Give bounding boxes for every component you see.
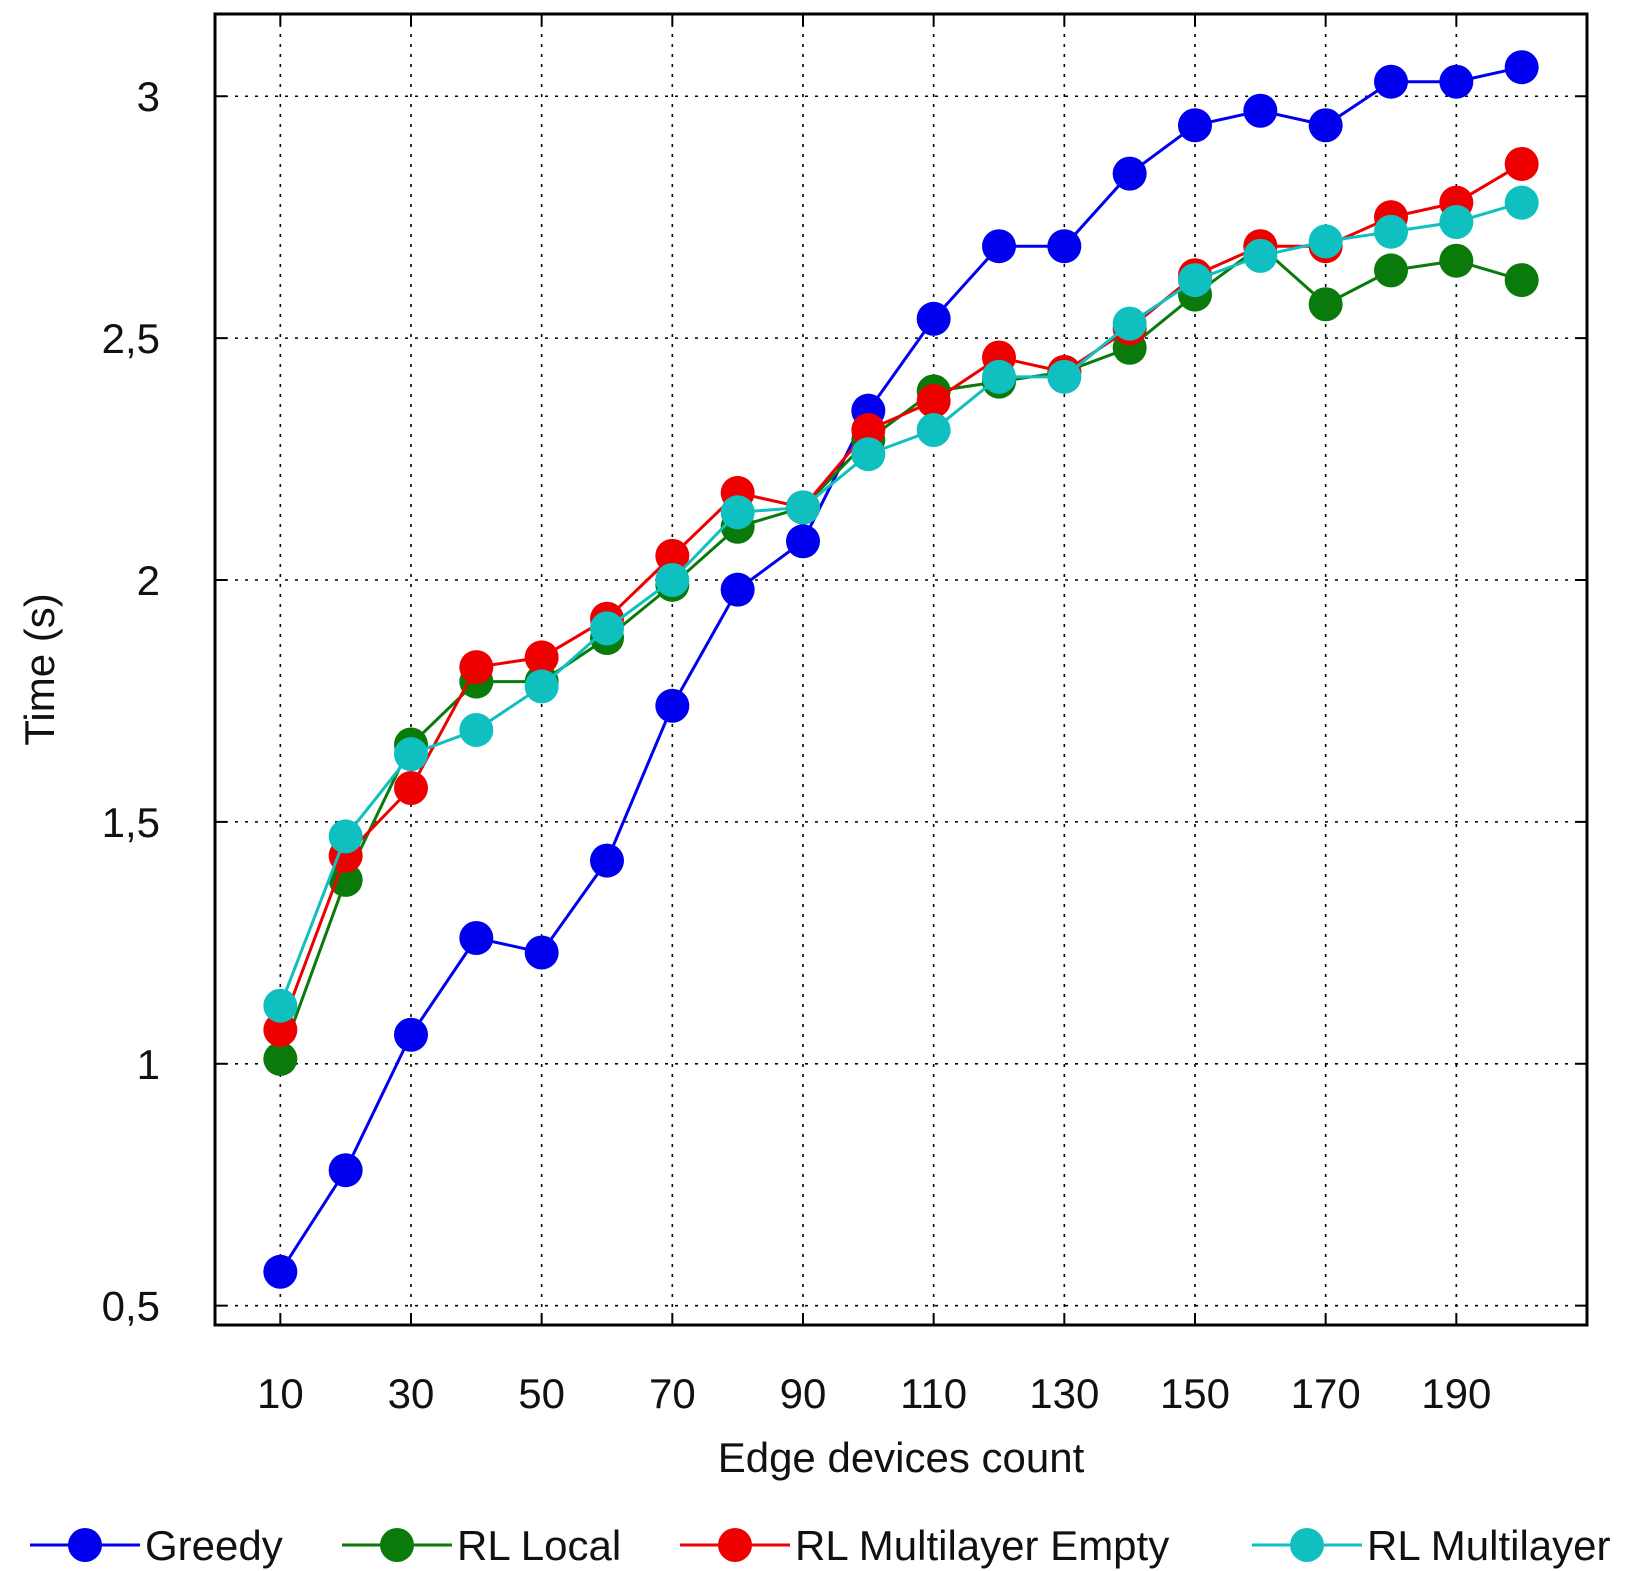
data-point-greedy bbox=[459, 920, 494, 955]
legend-marker-rl-multilayer bbox=[1290, 1528, 1324, 1562]
data-point-greedy bbox=[786, 524, 820, 559]
data-point-greedy bbox=[1178, 108, 1212, 143]
y-tick-label: 2,5 bbox=[102, 315, 160, 362]
data-point-rl-multilayer bbox=[263, 988, 298, 1023]
x-tick-label: 110 bbox=[900, 1370, 967, 1417]
y-tick-label: 1 bbox=[137, 1041, 160, 1088]
legend-item-rl-local: RL Local bbox=[342, 1522, 621, 1569]
x-tick-label: 190 bbox=[1421, 1370, 1491, 1417]
data-point-greedy bbox=[1504, 50, 1539, 85]
data-point-rl-multilayer-empty bbox=[263, 1012, 298, 1047]
data-point-greedy bbox=[916, 301, 951, 336]
legend-item-rl-multilayer-empty: RL Multilayer Empty bbox=[680, 1522, 1169, 1569]
x-tick-label: 130 bbox=[1029, 1370, 1099, 1417]
data-point-greedy bbox=[720, 572, 755, 607]
data-point-rl-multilayer bbox=[394, 737, 428, 772]
data-point-greedy bbox=[590, 843, 624, 878]
y-tick-label: 1,5 bbox=[102, 799, 160, 846]
data-point-rl-multilayer bbox=[1047, 359, 1082, 394]
data-point-rl-local bbox=[263, 1041, 298, 1076]
series-greedy bbox=[263, 50, 1539, 1289]
axis-ticks bbox=[215, 14, 1587, 1325]
y-tick-label: 0,5 bbox=[102, 1283, 160, 1330]
data-point-rl-multilayer bbox=[524, 669, 559, 704]
data-point-rl-local bbox=[1439, 243, 1474, 278]
data-point-rl-multilayer bbox=[590, 611, 624, 646]
legend-label-rl-multilayer-empty: RL Multilayer Empty bbox=[795, 1522, 1169, 1569]
data-point-greedy bbox=[263, 1254, 298, 1289]
data-point-greedy bbox=[1374, 64, 1408, 99]
data-point-greedy bbox=[1308, 108, 1343, 143]
data-point-greedy bbox=[524, 935, 559, 970]
data-point-greedy bbox=[394, 1017, 428, 1052]
data-point-rl-multilayer bbox=[786, 490, 820, 525]
series-layer bbox=[263, 50, 1539, 1289]
data-point-greedy bbox=[655, 688, 690, 723]
data-point-rl-multilayer bbox=[916, 413, 951, 448]
data-point-rl-multilayer bbox=[1308, 224, 1343, 259]
data-point-rl-local bbox=[328, 862, 363, 897]
plot-frame bbox=[213, 12, 1589, 1327]
data-point-greedy bbox=[1047, 229, 1082, 264]
grid bbox=[215, 14, 1587, 1325]
data-point-rl-local bbox=[1308, 287, 1343, 322]
data-point-rl-multilayer-empty bbox=[916, 384, 951, 419]
data-point-rl-multilayer bbox=[1504, 185, 1539, 220]
data-point-rl-multilayer bbox=[982, 359, 1016, 394]
data-point-greedy bbox=[1439, 64, 1474, 99]
data-point-rl-multilayer bbox=[720, 495, 755, 530]
series-rl-multilayer-empty bbox=[263, 146, 1539, 1047]
legend-marker-rl-local bbox=[380, 1528, 414, 1562]
x-tick-label: 10 bbox=[257, 1370, 304, 1417]
x-tick-label: 70 bbox=[649, 1370, 696, 1417]
series-rl-local bbox=[263, 229, 1539, 1076]
data-point-rl-multilayer-empty bbox=[459, 650, 494, 685]
legend-marker-rl-multilayer-empty bbox=[718, 1528, 752, 1562]
data-point-rl-multilayer-empty bbox=[1504, 146, 1539, 181]
data-point-rl-multilayer bbox=[655, 563, 690, 598]
legend-label-rl-multilayer: RL Multilayer bbox=[1367, 1522, 1611, 1569]
data-point-greedy bbox=[1112, 156, 1147, 191]
legend-marker-greedy bbox=[68, 1528, 102, 1562]
legend-label-greedy: Greedy bbox=[145, 1522, 283, 1569]
series-line-rl-multilayer bbox=[278, 201, 1523, 1007]
y-tick-label: 3 bbox=[137, 73, 160, 120]
x-tick-label: 90 bbox=[780, 1370, 827, 1417]
data-point-rl-local bbox=[1504, 263, 1539, 298]
data-point-rl-multilayer bbox=[1439, 205, 1474, 240]
data-point-rl-multilayer-empty bbox=[655, 538, 690, 573]
x-axis-title: Edge devices count bbox=[718, 1434, 1085, 1481]
data-point-rl-multilayer bbox=[328, 819, 363, 854]
legend: Greedy RL Local RL Multilayer Empty RL Mult… bbox=[30, 1522, 1611, 1569]
data-point-greedy bbox=[982, 229, 1016, 264]
data-point-rl-multilayer-empty bbox=[524, 640, 559, 675]
x-tick-labels: 10 30 50 70 90 110 130 150 170 190 bbox=[257, 1370, 1491, 1417]
y-axis-title: Time (s) bbox=[16, 593, 63, 745]
data-point-rl-multilayer-empty bbox=[394, 771, 428, 806]
x-tick-label: 150 bbox=[1160, 1370, 1230, 1417]
x-tick-label: 50 bbox=[518, 1370, 565, 1417]
y-tick-labels: 0,5 1 1,5 2 2,5 3 bbox=[102, 73, 160, 1329]
data-point-greedy bbox=[1243, 93, 1278, 128]
data-point-rl-local bbox=[1374, 253, 1408, 288]
data-point-rl-multilayer bbox=[459, 712, 494, 747]
data-point-rl-multilayer bbox=[1374, 214, 1408, 249]
x-tick-label: 170 bbox=[1291, 1370, 1361, 1417]
legend-item-rl-multilayer: RL Multilayer bbox=[1252, 1522, 1611, 1569]
legend-label-rl-local: RL Local bbox=[457, 1522, 621, 1569]
x-tick-label: 30 bbox=[388, 1370, 435, 1417]
data-point-rl-multilayer-empty bbox=[851, 413, 886, 448]
series-rl-multilayer bbox=[263, 185, 1539, 1023]
data-point-rl-multilayer bbox=[1178, 263, 1212, 298]
data-point-rl-multilayer bbox=[1112, 306, 1147, 341]
data-point-rl-multilayer bbox=[851, 437, 886, 472]
data-point-greedy bbox=[328, 1153, 363, 1188]
y-tick-label: 2 bbox=[137, 557, 160, 604]
data-point-rl-multilayer bbox=[1243, 238, 1278, 273]
legend-item-greedy: Greedy bbox=[30, 1522, 283, 1569]
